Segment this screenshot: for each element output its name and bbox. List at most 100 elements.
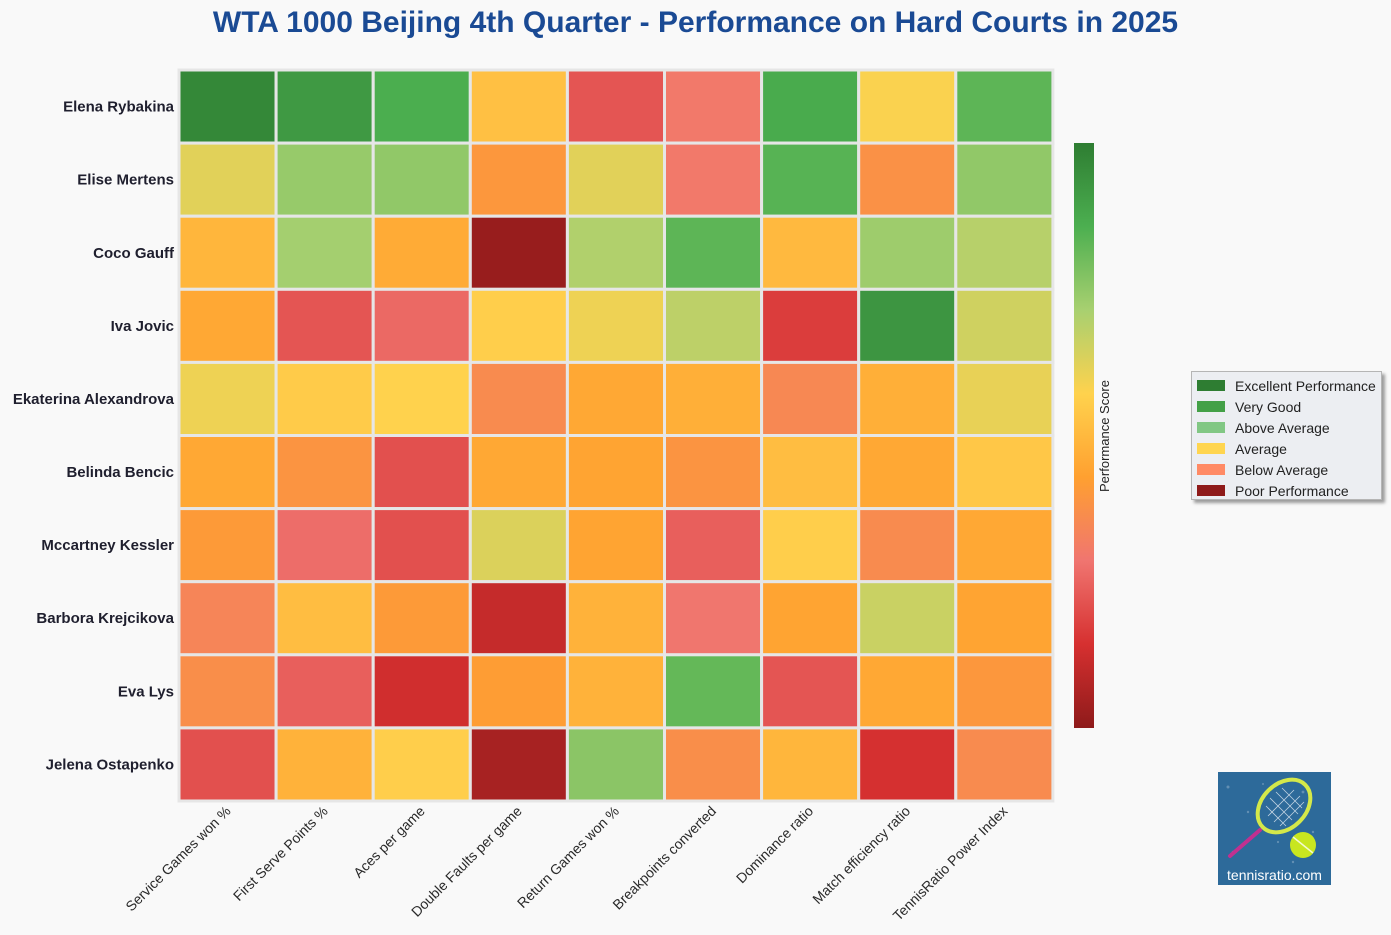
legend-label: Average [1235,440,1287,457]
heatmap-cell [371,214,472,291]
heatmap-cell [857,653,958,730]
column-label: First Serve Points % [230,803,331,904]
heatmap-cell [565,287,667,364]
heatmap-cell [760,653,861,730]
heatmap-cell [565,360,667,437]
heatmap-cell [954,434,1055,511]
heatmap-cell [565,507,667,584]
column-label: Service Games won % [122,803,233,914]
heatmap-cell [663,726,764,803]
heatmap-cell [468,434,569,511]
heatmap-cell [857,434,958,511]
heatmap-cell [468,360,569,437]
heatmap-cell [274,434,375,511]
heatmap-cell [954,68,1055,145]
heatmap-cell [760,580,861,657]
column-labels: Service Games won %First Serve Points % A… [122,803,1010,924]
heatmap-cell [857,580,958,657]
heatmap-cell [760,507,861,584]
heatmap-cell [468,580,569,657]
row-label: Iva Jovic [111,318,174,335]
heatmap-cell [663,434,764,511]
heatmap-cell [371,287,472,364]
heatmap-cell [663,68,764,145]
heatmap-cell [177,580,278,657]
heatmap-cell [663,141,764,218]
heatmap-cell [760,360,861,437]
logo-text: tennisratio.com [1227,867,1322,883]
column-label: Dominance ratio [733,803,817,887]
legend-item: Average [1197,438,1381,459]
heatmap-cell [468,726,569,803]
colorbar-label: Performance Score [1097,380,1112,492]
heatmap-cell [468,653,569,730]
column-label: Double Faults per game [408,803,525,920]
heatmap-cell [760,68,861,145]
legend-swatch [1197,485,1225,496]
heatmap-cell [857,68,958,145]
heatmap-cell [177,360,278,437]
heatmap-cell [663,360,764,437]
column-label: Breakpoints converted [609,803,719,913]
heatmap-cell [177,214,278,291]
legend-item: Below Average [1197,459,1381,480]
heatmap-cell [857,141,958,218]
heatmap-cell [565,214,667,291]
heatmap-cell [177,68,278,145]
legend-swatch [1197,401,1225,412]
heatmap-cell [954,287,1055,364]
heatmap-cell [274,653,375,730]
heatmap-cell [565,580,667,657]
column-label: Return Games won % [514,803,622,911]
heatmap-cell [954,653,1055,730]
heatmap-cell [565,68,667,145]
column-label: Aces per game [350,803,428,881]
heatmap-cell [857,507,958,584]
heatmap-cell [760,287,861,364]
heatmap-cell [274,68,375,145]
legend: Excellent Performance Very Good Above Aver… [1191,371,1382,500]
heatmap-cell [663,214,764,291]
heatmap-cell [857,214,958,291]
heatmap-cell [760,434,861,511]
heatmap-cell [954,141,1055,218]
heatmap-cell [274,507,375,584]
legend-swatch [1197,422,1225,433]
heatmap-cell [760,214,861,291]
heatmap-cell [468,68,569,145]
heatmap-cell [468,141,569,218]
row-label: Ekaterina Alexandrova [13,391,175,408]
row-label: Elena Rybakina [63,99,175,116]
heatmap-cell [371,653,472,730]
legend-item: Excellent Performance [1197,375,1381,396]
heatmap-cell [565,434,667,511]
heatmap-cell [274,214,375,291]
legend-swatch [1197,380,1225,391]
legend-label: Above Average [1235,419,1330,436]
heatmap-cell [857,360,958,437]
heatmap-cell [468,507,569,584]
heatmap-cell [177,726,278,803]
heatmap-cell [565,726,667,803]
column-label: TennisRatio Power Index [890,803,1011,924]
heatmap-cell [177,507,278,584]
heatmap-cell [663,653,764,730]
heatmap-cell [371,68,472,145]
heatmap-cell [274,580,375,657]
row-label: Mccartney Kessler [41,537,174,554]
heatmap-cell [177,653,278,730]
heatmap-cell [371,580,472,657]
heatmap-cells [177,68,1055,803]
heatmap-cell [663,507,764,584]
heatmap-cell [565,653,667,730]
legend-item: Poor Performance [1197,480,1381,501]
heatmap-cell [274,141,375,218]
heatmap-cell [468,287,569,364]
heatmap-cell [274,287,375,364]
legend-label: Below Average [1235,461,1329,478]
legend-swatch [1197,443,1225,454]
heatmap-cell [954,507,1055,584]
legend-item: Above Average [1197,417,1381,438]
legend-swatch [1197,464,1225,475]
heatmap-cell [177,434,278,511]
